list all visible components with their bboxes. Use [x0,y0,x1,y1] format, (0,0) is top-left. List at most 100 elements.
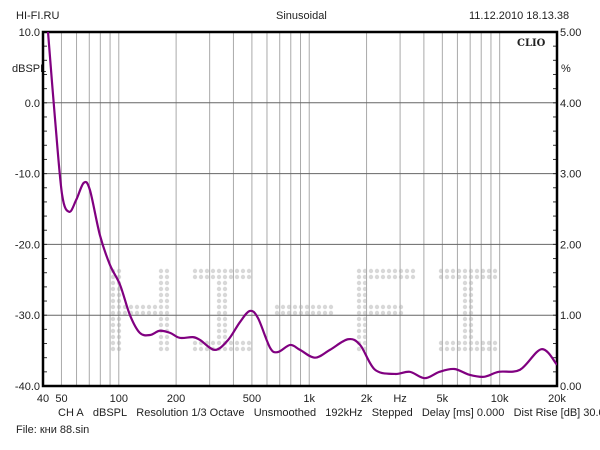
watermark-dot [392,274,398,280]
watermark-dot [386,274,392,280]
watermark-dot [398,310,404,316]
y-tick-label: -20.0 [15,239,40,251]
watermark-dot [398,304,404,310]
watermark-dot [274,304,280,310]
watermark-dot [110,316,116,322]
watermark-dot [450,268,456,274]
x-tick-label: 100 [110,393,128,405]
watermark-dot [380,274,386,280]
watermark-dot [374,304,380,310]
watermark-dot [450,274,456,280]
watermark-dot [292,310,298,316]
watermark-dot [474,346,480,352]
watermark-dot [198,346,204,352]
watermark-dot [110,274,116,280]
watermark-dot [356,334,362,340]
watermark-dot [462,286,468,292]
watermark-dot [240,346,246,352]
watermark-dot [398,274,404,280]
watermark-dot [222,304,228,310]
y2-tick-label: 2.00 [560,239,581,251]
watermark-dot [316,310,322,316]
watermark-dot [356,292,362,298]
watermark-dot [304,304,310,310]
watermark-dot [468,286,474,292]
footer-samplerate: 192kHz [325,407,363,419]
frequency-response-curve [46,32,557,380]
x-tick-label: 40 [37,393,49,405]
watermark-dot [216,304,222,310]
watermark-logo [110,268,498,352]
watermark-dot [462,274,468,280]
watermark-dot [110,328,116,334]
watermark-dot [356,268,362,274]
watermark-dot [374,310,380,316]
watermark-dot [234,268,240,274]
watermark-dot [410,268,416,274]
y-tick-label: 10.0 [19,27,40,39]
x-tick-label: Hz [393,393,406,405]
watermark-dot [328,310,334,316]
x-tick-label: 10k [491,393,509,405]
y-tick-label: -40.0 [15,381,40,393]
watermark-dot [192,346,198,352]
watermark-dot [380,304,386,310]
x-tick-label: 50 [55,393,67,405]
watermark-dot [286,310,292,316]
watermark-dot [468,310,474,316]
watermark-dot [310,310,316,316]
y2-tick-label: 5.00 [560,27,581,39]
watermark-dot [486,274,492,280]
watermark-dot [404,274,410,280]
watermark-dot [404,268,410,274]
watermark-dot [216,298,222,304]
watermark-dot [462,322,468,328]
watermark-dot [240,268,246,274]
watermark-dot [158,280,164,286]
watermark-dot [462,298,468,304]
x-tick-label: 20k [548,393,566,405]
watermark-dot [468,316,474,322]
watermark-dot [286,304,292,310]
watermark-dot [468,334,474,340]
watermark-dot [228,274,234,280]
watermark-dot [216,334,222,340]
watermark-dot [216,340,222,346]
watermark-dot [474,274,480,280]
watermark-dot [140,304,146,310]
y2-tick-label: 0.00 [560,381,581,393]
watermark-dot [392,268,398,274]
watermark-dot [480,274,486,280]
watermark-dot [158,298,164,304]
watermark-dot [158,340,164,346]
watermark-dot [210,268,216,274]
watermark-dot [158,316,164,322]
footer-unit: dBSPL [92,407,128,419]
footer-info: CH A dBSPL Resolution 1/3 Octave Unsmoot… [58,407,600,419]
watermark-dot [368,274,374,280]
watermark-dot [234,274,240,280]
watermark-dot [216,268,222,274]
watermark-dot [368,310,374,316]
watermark-dot [462,304,468,310]
watermark-dot [310,304,316,310]
watermark-dot [386,304,392,310]
watermark-dot [444,340,450,346]
watermark-dot [492,346,498,352]
watermark-dot [158,346,164,352]
watermark-dot [164,346,170,352]
watermark-dot [146,310,152,316]
watermark-dot [164,268,170,274]
watermark-dot [122,310,128,316]
watermark-dot [462,316,468,322]
watermark-dot [216,280,222,286]
watermark-dot [468,322,474,328]
footer-channel: CH A [58,407,84,419]
watermark-dot [474,340,480,346]
watermark-dot [462,328,468,334]
watermark-dot [158,274,164,280]
watermark-dot [216,310,222,316]
watermark-dot [356,310,362,316]
